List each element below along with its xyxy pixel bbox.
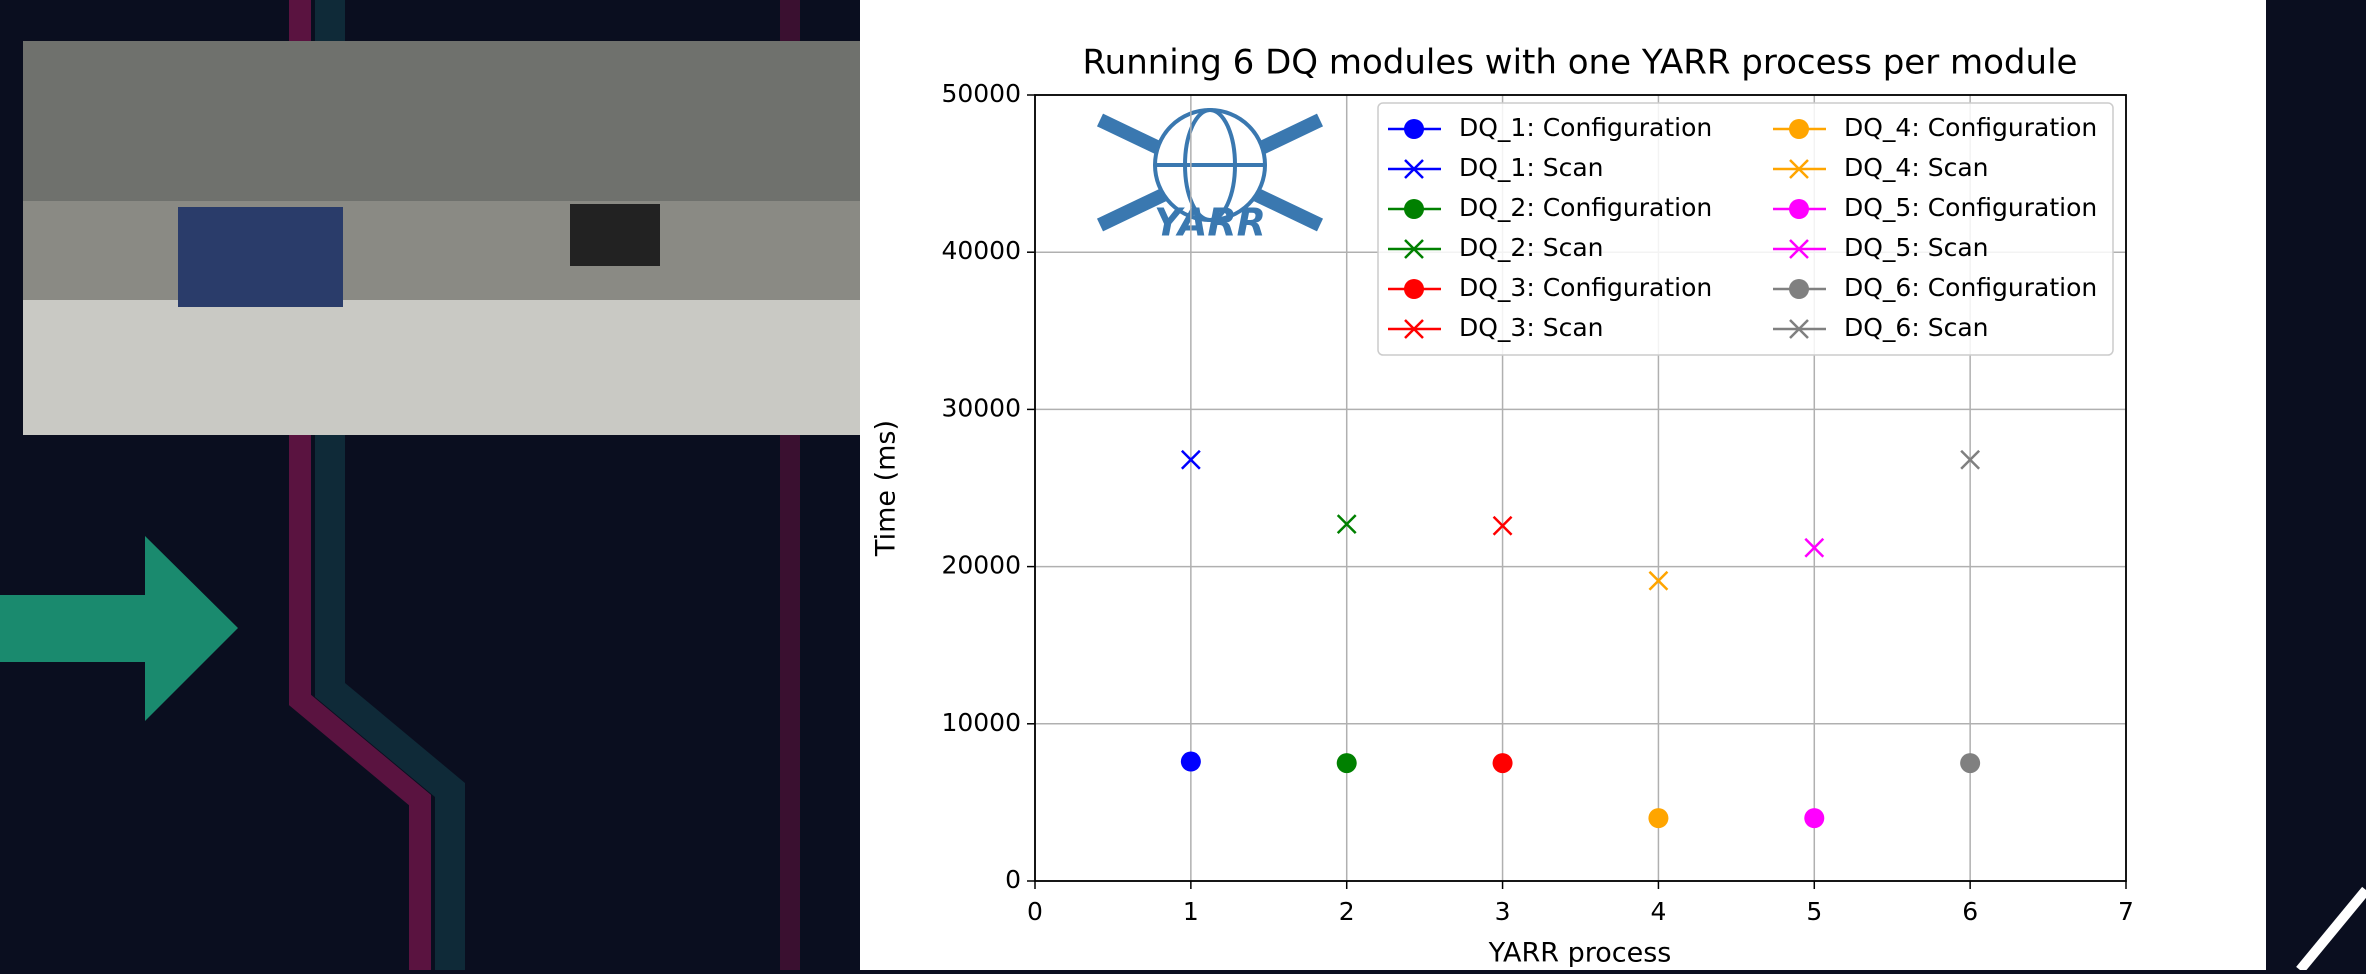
legend-marker [1789, 119, 1809, 139]
y-axis-label: Time (ms) [871, 420, 902, 557]
x-tick-label: 6 [1962, 897, 1978, 926]
legend-label: DQ_3: Configuration [1459, 273, 1712, 302]
y-tick-label: 0 [1005, 865, 1021, 894]
y-tick-label: 10000 [941, 708, 1021, 737]
legend-label: DQ_3: Scan [1459, 313, 1603, 342]
x-tick-label: 1 [1183, 897, 1199, 926]
logo-text: YARR [1154, 201, 1266, 245]
page: Running 6 DQ modules with one YARR proce… [0, 0, 2366, 970]
data-point [1648, 808, 1668, 828]
y-tick-label: 20000 [941, 551, 1021, 580]
legend-label: DQ_6: Configuration [1844, 273, 2097, 302]
x-tick-label: 2 [1339, 897, 1355, 926]
legend-marker [1404, 119, 1424, 139]
x-tick-label: 3 [1495, 897, 1511, 926]
x-tick-label: 5 [1806, 897, 1822, 926]
legend-label: DQ_4: Scan [1844, 153, 1988, 182]
chart-title: Running 6 DQ modules with one YARR proce… [1083, 43, 2078, 83]
data-point [1493, 753, 1513, 773]
data-point [1804, 808, 1824, 828]
x-tick-label: 7 [2118, 897, 2134, 926]
photo-monitor [570, 204, 660, 266]
legend-label: DQ_5: Configuration [1844, 193, 2097, 222]
legend-label: DQ_1: Configuration [1459, 113, 1712, 142]
x-axis-label: YARR process [1488, 938, 1672, 969]
legend-marker [1789, 279, 1809, 299]
legend-marker [1789, 199, 1809, 219]
data-point [1960, 753, 1980, 773]
y-tick-label: 40000 [941, 236, 1021, 265]
legend-label: DQ_4: Configuration [1844, 113, 2097, 142]
slide: Running 6 DQ modules with one YARR proce… [0, 0, 2366, 970]
photo-table [23, 300, 860, 435]
legend-label: DQ_2: Scan [1459, 233, 1603, 262]
data-point [1181, 752, 1201, 772]
legend-label: DQ_5: Scan [1844, 233, 1988, 262]
legend-label: DQ_1: Scan [1459, 153, 1603, 182]
photo-wall [23, 41, 860, 201]
x-tick-label: 0 [1027, 897, 1043, 926]
data-point [1337, 753, 1357, 773]
legend-label: DQ_2: Configuration [1459, 193, 1712, 222]
legend-marker [1404, 199, 1424, 219]
y-tick-label: 50000 [941, 79, 1021, 108]
x-tick-label: 4 [1650, 897, 1666, 926]
legend-marker [1404, 279, 1424, 299]
y-tick-label: 30000 [941, 393, 1021, 422]
legend-label: DQ_6: Scan [1844, 313, 1988, 342]
photo-monitor [178, 207, 343, 307]
